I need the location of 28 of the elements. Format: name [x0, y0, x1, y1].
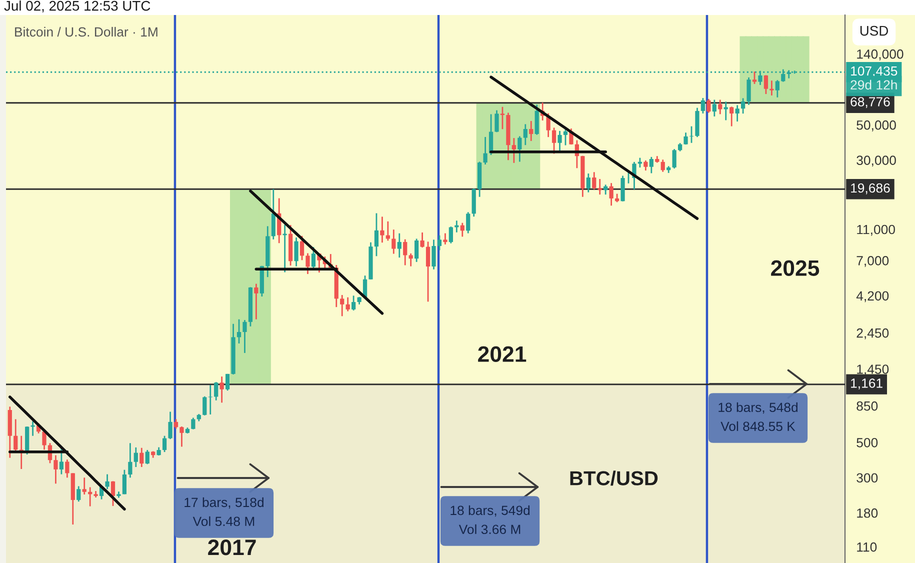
ref-line-label: 19,686	[851, 183, 890, 194]
annotation: 17 bars, 518d Vol 5.48 M	[184, 497, 264, 526]
annotation: 2025	[771, 260, 820, 276]
y-tick-label: 850	[856, 401, 878, 411]
ref-line-label: 107,435	[851, 66, 898, 78]
annotation: 2021	[478, 346, 526, 362]
annotation: BTC/USD	[570, 470, 658, 486]
y-tick-label: 11,000	[857, 224, 895, 236]
y-tick-label: 180	[857, 508, 878, 518]
y-tick-label: 300	[856, 473, 878, 483]
ref-line-label: 1,161	[851, 378, 882, 390]
y-tick-label: 1,450	[857, 364, 889, 376]
y-tick-label: 2,450	[856, 328, 889, 340]
y-tick-label: 4,200	[856, 291, 889, 302]
y-tick-label: 500	[856, 438, 878, 448]
y-tick-label: 7,000	[856, 256, 889, 267]
y-tick-label: 110	[857, 542, 877, 552]
annotation: 2017	[208, 540, 256, 556]
text: 29d 12h	[850, 80, 897, 90]
y-tick-label: 140,000	[857, 49, 904, 60]
annotation: 18 bars, 549d Vol 3.66 M	[450, 505, 530, 534]
y-tick-label: 50,000	[856, 120, 896, 132]
y-tick-label: 30,000	[856, 156, 896, 167]
y-axis-title: USD	[860, 26, 888, 36]
text: Jul 02, 2025 12:53 UTC	[4, 0, 150, 12]
text: Bitcoin / U.S. Dollar · 1M	[15, 26, 158, 37]
annotation: 18 bars, 548d Vol 848.55 K	[718, 402, 798, 432]
ref-line-label: 68,776	[850, 97, 890, 108]
